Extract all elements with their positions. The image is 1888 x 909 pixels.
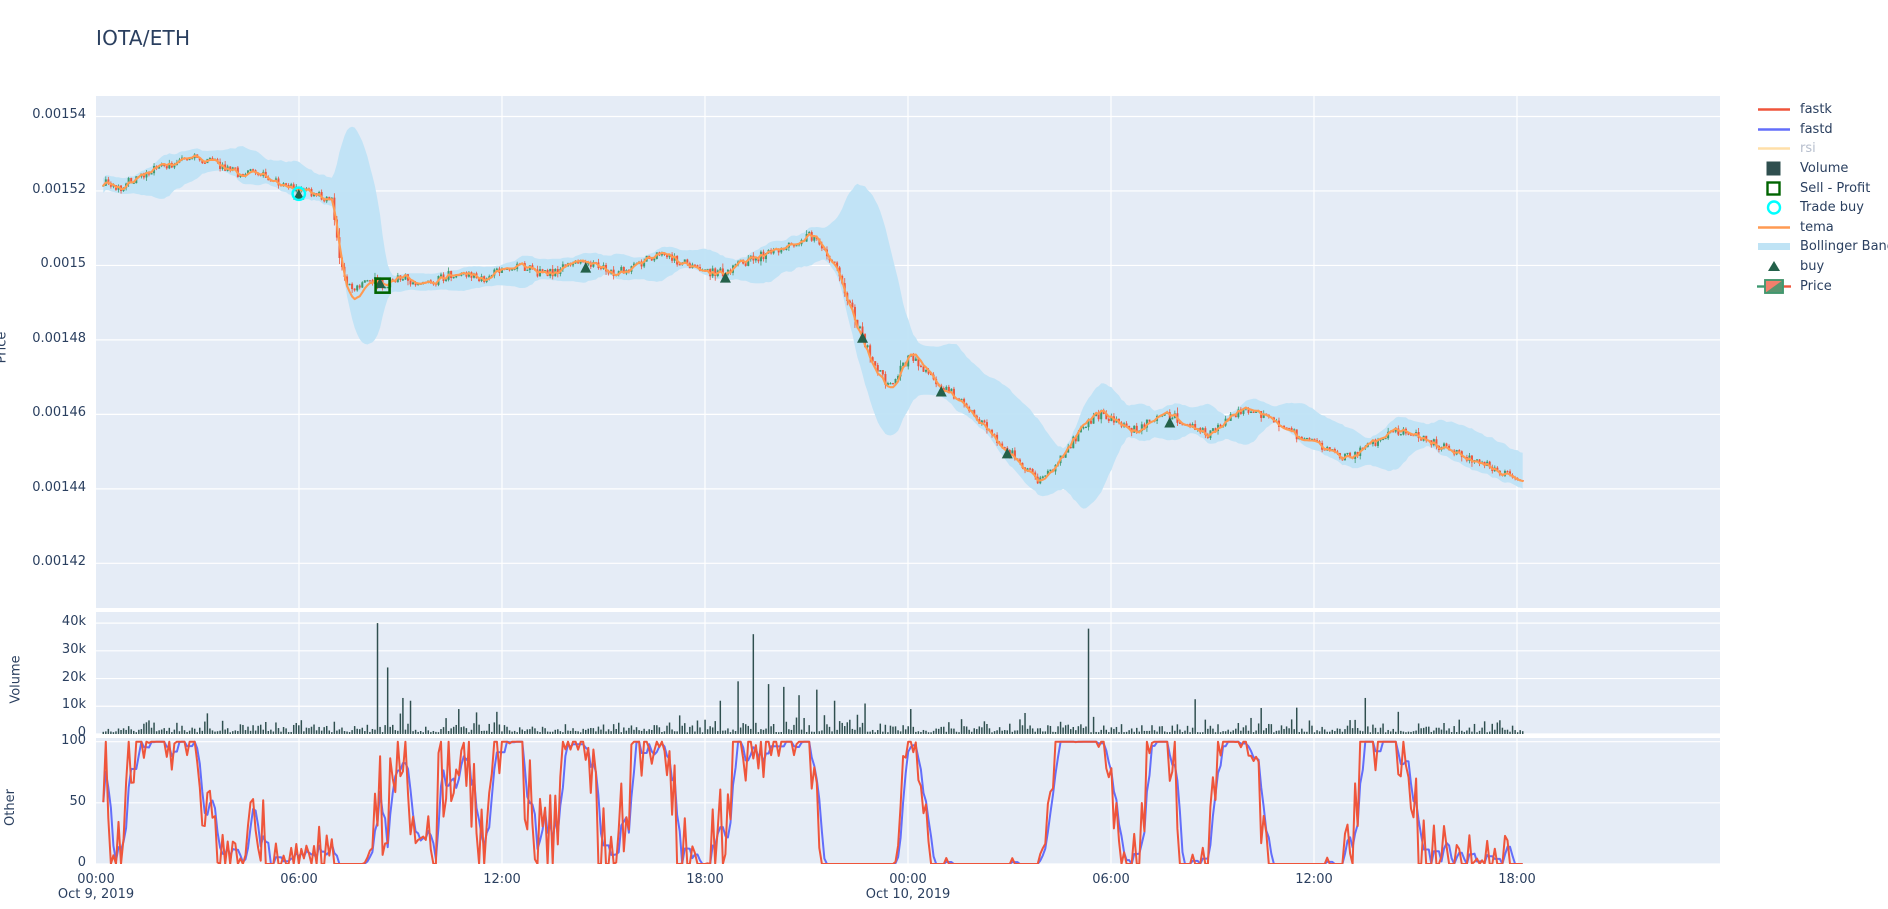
y-axis-tick-label: 30k	[61, 641, 86, 657]
volume-plot-panel[interactable]	[96, 612, 1720, 734]
legend-line-icon	[1756, 100, 1792, 119]
y-axis-tick-label: 0.00152	[32, 181, 86, 197]
y-axis-tick-label: 0.00146	[32, 405, 86, 421]
y-axis-tick-label: 0	[77, 725, 86, 740]
x-axis-tick-label: 00:00 Oct 10, 2019	[865, 872, 951, 902]
x-axis-tick-label: 18:00	[686, 872, 724, 887]
y-axis-tick-label: 0.0015	[40, 256, 87, 272]
x-axis-tick-label: 12:00	[483, 872, 521, 887]
legend-item-fastd[interactable]: fastd	[1756, 120, 1888, 140]
x-axis-tick-label: 06:00	[280, 872, 318, 887]
legend-item-label: Trade buy	[1800, 200, 1864, 216]
legend-line-icon	[1756, 218, 1792, 237]
legend-item-label: Sell - Profit	[1800, 180, 1871, 196]
legend-item-label: Price	[1800, 278, 1832, 294]
legend-item-buy[interactable]: buy	[1756, 257, 1888, 277]
legend-item-trade-buy[interactable]: Trade buy	[1756, 198, 1888, 218]
chart-legend[interactable]: fastk fastd rsi Volume Sell - Profit Trade bu…	[1756, 100, 1888, 296]
legend-triangle-up-icon	[1756, 257, 1792, 276]
legend-line-icon	[1756, 120, 1792, 139]
other-axis-title: Other	[2, 789, 18, 826]
y-axis-tick-label: 20k	[61, 669, 86, 685]
x-axis-tick-label: 12:00	[1295, 872, 1333, 887]
x-axis-tick-label: 00:00 Oct 9, 2019	[57, 872, 135, 902]
legend-item-label: buy	[1800, 259, 1825, 275]
legend-band-icon	[1756, 237, 1792, 256]
legend-line-icon	[1756, 139, 1792, 158]
volume-chart-svg	[96, 612, 1720, 734]
legend-open-circle-icon	[1756, 198, 1792, 217]
price-chart-svg	[96, 96, 1720, 608]
legend-item-label: Bollinger Band	[1800, 239, 1888, 255]
y-axis-tick-label: 0.00144	[32, 479, 86, 495]
legend-item-price[interactable]: Price	[1756, 276, 1888, 296]
x-axis-tick-label: 06:00	[1092, 872, 1130, 887]
legend-item-label: tema	[1800, 219, 1834, 235]
other-chart-svg	[96, 738, 1720, 864]
legend-item-label: rsi	[1800, 141, 1816, 157]
legend-item-volume[interactable]: Volume	[1756, 159, 1888, 179]
legend-item-label: fastk	[1800, 102, 1832, 118]
y-axis-tick-label: 0	[77, 855, 86, 870]
legend-item-label: fastd	[1800, 121, 1833, 137]
legend-item-label: Volume	[1800, 161, 1849, 177]
y-axis-tick-label: 0.00148	[32, 330, 86, 346]
legend-open-square-icon	[1756, 179, 1792, 198]
page-title: IOTA/ETH	[96, 26, 191, 50]
legend-filled-square-icon	[1756, 159, 1792, 178]
legend-item-sell-profit[interactable]: Sell - Profit	[1756, 178, 1888, 198]
y-axis-tick-label: 100	[61, 732, 86, 748]
legend-item-rsi[interactable]: rsi	[1756, 139, 1888, 159]
volume-axis-title: Volume	[8, 655, 24, 704]
y-axis-tick-label: 40k	[61, 614, 86, 630]
y-axis-tick-label: 10k	[61, 697, 86, 713]
y-axis-tick-label: 0.00154	[32, 107, 86, 123]
other-plot-panel[interactable]	[96, 738, 1720, 864]
y-axis-tick-label: 0.00142	[32, 554, 86, 570]
legend-candlestick-icon	[1756, 277, 1792, 296]
x-axis-tick-label: 18:00	[1498, 872, 1536, 887]
price-plot-panel[interactable]	[96, 96, 1720, 608]
legend-item-bollinger-band[interactable]: Bollinger Band	[1756, 237, 1888, 257]
legend-item-fastk[interactable]: fastk	[1756, 100, 1888, 120]
legend-item-tema[interactable]: tema	[1756, 218, 1888, 238]
y-axis-tick-label: 50	[69, 793, 86, 809]
price-axis-title: Price	[0, 331, 10, 364]
